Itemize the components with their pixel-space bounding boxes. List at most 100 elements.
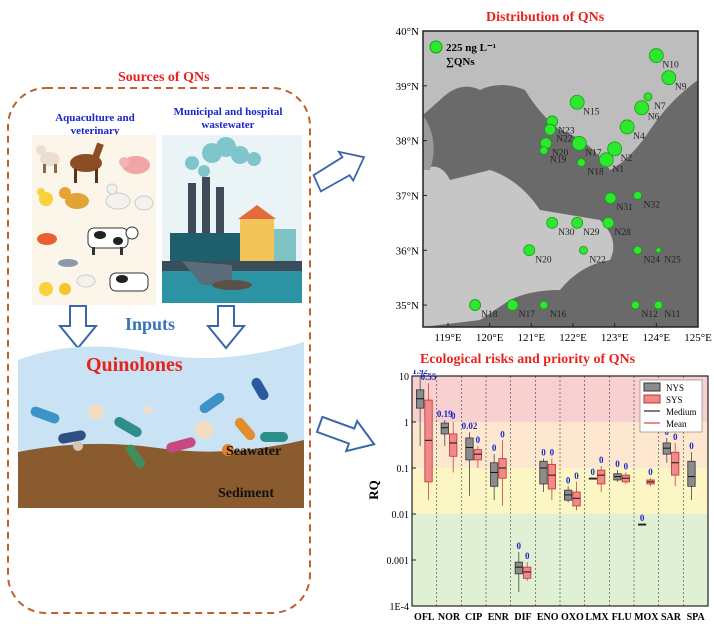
station-marker — [643, 92, 653, 102]
risk-box — [547, 463, 556, 490]
risk-priority-label: 0.55 — [421, 372, 437, 382]
station-label: N16 — [550, 310, 567, 320]
risk-category-label: OXO — [561, 612, 584, 623]
station-marker — [569, 94, 585, 110]
station-marker — [607, 141, 623, 157]
risk-legend: NYS SYS Medium Mean — [639, 379, 703, 433]
risk-priority-label: 0 — [615, 459, 620, 469]
duck2-icon — [134, 195, 154, 211]
risk-legend-label: SYS — [666, 395, 683, 405]
risk-box — [473, 449, 482, 461]
station-label: N25 — [664, 255, 681, 265]
risk-priority-label: 0 — [640, 513, 645, 523]
pig-icon — [119, 156, 150, 174]
map-lat-label: 35°N — [396, 300, 419, 312]
station-label: N1 — [612, 165, 624, 175]
dog-icon — [59, 187, 89, 209]
risk-ytick-label: 0.001 — [387, 556, 410, 567]
station-marker — [539, 146, 549, 155]
map-lon-label: 123°E — [601, 332, 629, 344]
risk-priority-label: 0 — [648, 467, 653, 477]
quinolones-label: Quinolones — [86, 354, 183, 376]
risk-priority-label: 0 — [476, 435, 481, 445]
risk-priority-label: 0 — [624, 461, 629, 471]
wastewater-label: Municipal and hospital wastewater — [173, 106, 283, 131]
risk-legend-label: Mean — [666, 419, 687, 429]
risk-priority-label: 0 — [673, 432, 678, 442]
map-lon-label: 124°E — [643, 332, 671, 344]
aquaculture-label: Aquaculture and veterinary — [55, 112, 135, 137]
risk-category-label: LMX — [585, 612, 609, 623]
risk-box — [687, 460, 696, 487]
animals-illustration — [32, 135, 156, 305]
risk-priority-label: 0 — [566, 475, 571, 485]
risk-box — [539, 460, 548, 485]
risk-category-label: FLU — [612, 612, 632, 623]
station-label: N12 — [642, 310, 659, 320]
risk-box — [449, 433, 458, 457]
map-lat-label: 36°N — [396, 245, 419, 257]
station-label: N20 — [552, 148, 569, 158]
legend-value: 225 ng L⁻¹ — [446, 42, 496, 54]
cow-icon — [87, 226, 139, 255]
risk-ylabel: RQ — [365, 480, 381, 500]
station-marker — [648, 48, 664, 64]
right-arrow-bottom-icon — [316, 416, 376, 453]
station-marker — [654, 300, 663, 310]
station-marker — [634, 100, 650, 116]
risk-priority-label: 0 — [599, 455, 604, 465]
station-label: N7 — [654, 102, 666, 112]
station-marker — [546, 216, 559, 229]
risk-ytick-label: 0.01 — [392, 510, 410, 521]
station-label: N18 — [481, 310, 498, 320]
risk-category-label: SAR — [661, 612, 682, 623]
chick3-icon — [59, 283, 71, 295]
map-title: Distribution of QNs — [486, 10, 605, 25]
chick2-icon — [39, 282, 53, 296]
station-marker — [661, 70, 677, 85]
station-marker — [539, 300, 549, 310]
risk-priority-label: 0 — [517, 541, 522, 551]
station-marker — [571, 216, 584, 229]
station-label: N20 — [535, 255, 552, 265]
risk-legend-label: NYS — [666, 383, 684, 393]
duck3-icon — [76, 274, 96, 288]
risk-priority-label: 0.19 — [437, 409, 453, 419]
risk-ytick-label: 0.1 — [397, 464, 410, 475]
station-marker — [633, 245, 642, 255]
risk-category-label: OFL — [414, 612, 435, 623]
legend-circle-icon — [429, 40, 443, 54]
station-marker — [604, 192, 617, 205]
station-label: N24 — [644, 255, 661, 265]
risk-category-label: ENR — [488, 612, 510, 623]
risk-priority-label: 0 — [574, 471, 579, 481]
map-legend: 225 ng L⁻¹ ∑QNs — [429, 40, 496, 68]
risk-ytick-label: 10 — [399, 372, 409, 383]
risk-priority-label: 0.02 — [462, 421, 478, 431]
risk-priority-label: 0 — [550, 448, 555, 458]
station-marker — [579, 245, 588, 255]
map-lon-label: 125°E — [684, 332, 712, 344]
horse-icon — [70, 142, 104, 183]
risk-category-label: SPA — [687, 612, 706, 623]
station-marker — [619, 119, 635, 135]
risk-category-label: CIP — [465, 612, 482, 623]
station-label: N19 — [550, 155, 567, 165]
map-lat-label: 37°N — [396, 190, 419, 202]
legend-swatch — [643, 382, 661, 392]
inputs-label: Inputs — [125, 314, 176, 334]
goat-icon — [36, 145, 60, 173]
pill-icons — [30, 377, 288, 468]
right-arrow-top-icon — [312, 150, 366, 193]
cow2-icon — [109, 272, 149, 292]
risk-box — [514, 561, 523, 575]
smoke-icon — [185, 137, 261, 177]
down-arrow-right-icon — [205, 305, 247, 350]
seawater-label: Seawater — [226, 444, 282, 459]
station-label: N15 — [583, 107, 600, 117]
risk-box — [572, 491, 581, 507]
map-lon-label: 119°E — [434, 332, 461, 344]
down-arrow-left-icon — [57, 305, 99, 350]
map-lat-label: 40°N — [396, 26, 419, 38]
